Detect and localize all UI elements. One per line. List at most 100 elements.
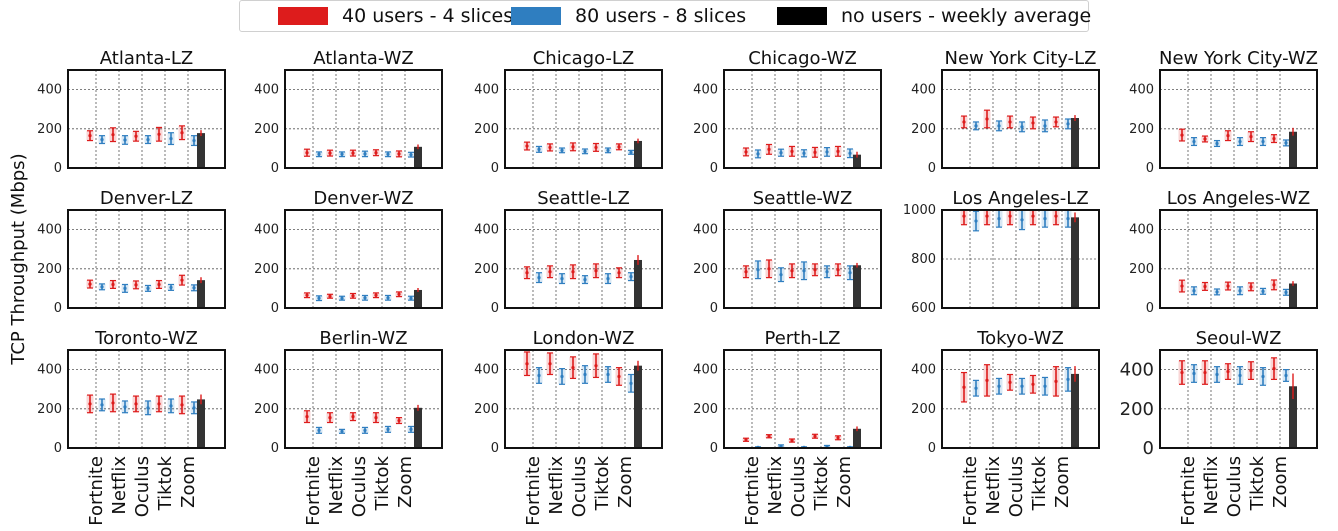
marker-80-users-point <box>386 427 390 431</box>
legend-label: no users - weekly average <box>841 5 1092 27</box>
marker-80-users-point <box>756 268 760 272</box>
marker-40-users-point <box>525 362 529 366</box>
x-tick-label: Fortnite <box>960 456 981 526</box>
bar-weekly-average <box>634 140 642 168</box>
marker-80-users-point <box>340 429 344 433</box>
marker-40-users-point <box>157 282 161 287</box>
y-tick-label: 200 <box>474 402 499 417</box>
bar-weekly-average <box>1289 386 1297 448</box>
marker-40-users-point <box>1031 121 1035 125</box>
marker-40-users-point <box>397 292 401 296</box>
marker-80-users-point <box>997 384 1001 388</box>
marker-40-users-point <box>767 147 771 151</box>
legend-label: 40 users - 4 slices <box>342 5 514 27</box>
marker-80-users-point <box>386 296 390 300</box>
marker-80-users-point <box>997 216 1001 221</box>
marker-40-users-point <box>111 401 115 405</box>
marker-40-users-point <box>111 133 115 137</box>
y-tick-label: 800 <box>911 252 936 267</box>
marker-80-users-point <box>583 277 587 282</box>
marker-40-users-point <box>962 385 966 389</box>
y-tick-label: 400 <box>474 83 499 98</box>
y-tick-label: 200 <box>37 402 62 417</box>
marker-80-users-point <box>123 138 127 142</box>
bar-weekly-average <box>634 365 642 448</box>
marker-40-users-point <box>374 151 378 155</box>
marker-40-users-point <box>617 271 621 275</box>
panel-title: London-WZ <box>533 328 635 349</box>
legend: 40 users - 4 slices 80 users - 8 slices … <box>239 0 1092 32</box>
x-tick-label: Fortnite <box>303 456 324 526</box>
marker-40-users-point <box>767 267 771 271</box>
x-tick-label: Zoom <box>615 456 636 508</box>
y-tick-label: 0 <box>710 301 718 316</box>
marker-40-users-point <box>767 434 771 438</box>
x-tick-label: Netflix <box>326 456 347 515</box>
marker-80-users-point <box>756 152 760 156</box>
y-tick-label: 200 <box>693 402 718 417</box>
marker-40-users-point <box>88 282 92 286</box>
marker-40-users-point <box>548 145 552 150</box>
panel-london-wz: London-WZ 0 200 400 Fortnite Netflix Oculus Tik… <box>474 328 663 526</box>
marker-40-users-point <box>836 149 840 153</box>
marker-80-users-point <box>1261 139 1265 144</box>
y-tick-label: 400 <box>37 83 62 98</box>
x-tick-label: Netflix <box>983 456 1004 515</box>
x-tick-label: Tiktok <box>811 455 832 511</box>
panel-los-angeles-lz: Los Angeles-LZ 600 800 1000 <box>903 188 1100 316</box>
marker-40-users-point <box>594 364 598 368</box>
y-tick-label: 400 <box>37 363 62 378</box>
x-tick-label: Oculus <box>132 456 153 517</box>
marker-40-users-point <box>571 145 575 149</box>
marker-40-users-point <box>88 402 92 406</box>
marker-80-users-point <box>1238 139 1242 144</box>
marker-80-users-point <box>146 406 150 410</box>
marker-40-users-point <box>1054 379 1058 383</box>
panel-title: New York City-WZ <box>1159 48 1318 69</box>
marker-80-users-point <box>583 372 587 377</box>
marker-80-users-point <box>1066 377 1070 381</box>
y-tick-label: 1000 <box>903 203 936 218</box>
y-tick-label: 400 <box>37 223 62 238</box>
panel-perth-lz: Perth-LZ 0 200 400 Fortnite Netflix Oculus Tikt… <box>693 328 882 526</box>
marker-40-users-point <box>374 416 378 420</box>
panel-seattle-wz: Seattle-WZ 0 200 400 <box>693 188 882 316</box>
marker-80-users-point <box>974 386 978 390</box>
panel-title: Chicago-WZ <box>748 48 857 69</box>
marker-80-users-point <box>1192 139 1196 144</box>
marker-80-users-point <box>825 150 829 154</box>
marker-40-users-point <box>985 378 989 382</box>
y-tick-label: 400 <box>693 223 718 238</box>
panel-atlanta-wz: Atlanta-WZ 0 200 400 <box>254 48 443 176</box>
bar-weekly-average <box>853 265 861 308</box>
panel-title: Toronto-WZ <box>94 328 198 349</box>
marker-40-users-point <box>397 418 401 423</box>
y-tick-label: 200 <box>254 402 279 417</box>
panel-title: Chicago-LZ <box>533 48 635 69</box>
marker-40-users-point <box>962 120 966 124</box>
marker-80-users-point <box>1043 124 1047 128</box>
x-tick-label: Oculus <box>1224 456 1245 517</box>
bar-weekly-average <box>414 289 422 308</box>
y-tick-label: 0 <box>710 161 718 176</box>
marker-40-users-point <box>1272 283 1276 287</box>
plot-frame <box>67 349 226 449</box>
bar-weekly-average <box>197 399 205 448</box>
x-tick-label: Fortnite <box>523 456 544 526</box>
plot-frame <box>723 349 882 449</box>
bar-weekly-average <box>634 259 642 308</box>
panel-title: Seattle-WZ <box>753 188 853 209</box>
marker-40-users-point <box>790 438 794 443</box>
legend-item-40-users: 40 users - 4 slices <box>278 3 513 29</box>
panel-new-york-city-wz: New York City-WZ 0 200 400 <box>1129 48 1318 176</box>
y-tick-label: 400 <box>254 223 279 238</box>
y-tick-label: 0 <box>710 441 718 456</box>
marker-40-users-point <box>548 362 552 366</box>
marker-40-users-point <box>744 270 748 274</box>
marker-40-users-point <box>985 117 989 121</box>
marker-40-users-point <box>134 134 138 138</box>
marker-40-users-point <box>305 293 309 297</box>
marker-80-users-point <box>997 124 1001 128</box>
marker-40-users-point <box>305 415 309 419</box>
